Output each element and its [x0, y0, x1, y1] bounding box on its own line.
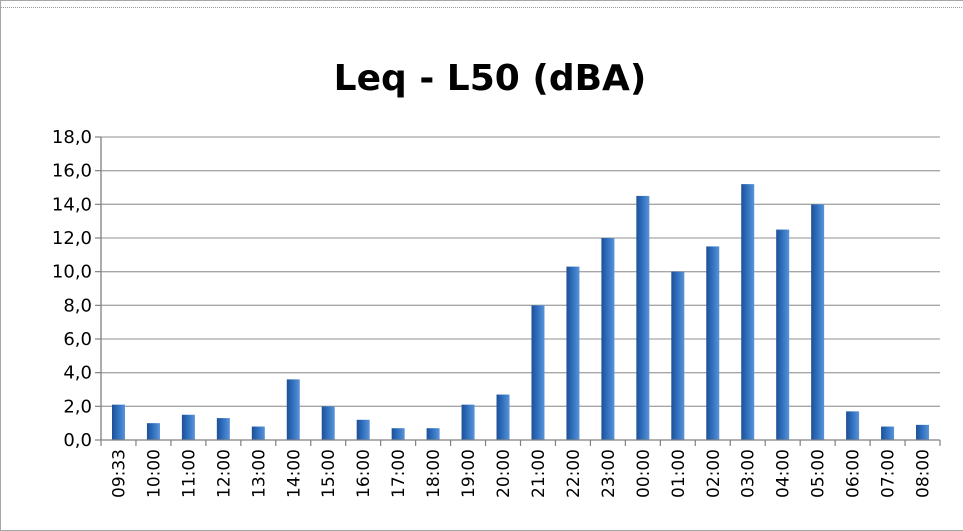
- bars: [111, 184, 930, 440]
- y-tick-label: 12,0: [52, 228, 92, 249]
- bar: [566, 266, 580, 440]
- bar: [461, 404, 475, 440]
- x-tick-label: 22:00: [564, 449, 584, 498]
- x-tick-label: 12:00: [214, 449, 234, 498]
- gridlines: [101, 136, 940, 407]
- x-tick-label: 20:00: [494, 449, 514, 498]
- y-tick-label: 14,0: [52, 194, 92, 215]
- x-tick-label: 02:00: [704, 449, 724, 498]
- x-tick-label: 13:00: [249, 449, 269, 498]
- bar: [356, 419, 370, 440]
- x-tick-label: 07:00: [879, 449, 899, 498]
- bar: [636, 195, 650, 440]
- bar: [601, 238, 615, 440]
- bar: [496, 394, 510, 440]
- bar: [531, 305, 545, 440]
- x-tick-label: 03:00: [739, 449, 759, 498]
- x-tick-label: 23:00: [599, 449, 619, 498]
- bar: [251, 426, 265, 440]
- y-tick-label: 4,0: [63, 363, 92, 384]
- x-tick-label: 09:33: [109, 449, 129, 498]
- x-axis-ticks: 09:33 10:00 11:00 12:00 13:00 14:00 15:00 16:00…: [100, 440, 941, 498]
- bar: [321, 406, 335, 440]
- bar: [181, 414, 195, 440]
- bar: [426, 428, 440, 440]
- x-tick-label: 06:00: [844, 449, 864, 498]
- bar: [706, 246, 720, 440]
- y-tick-label: 10,0: [52, 262, 92, 283]
- x-tick-label: 01:00: [669, 449, 689, 498]
- bar: [216, 418, 230, 440]
- y-tick-label: 2,0: [63, 396, 92, 417]
- bar: [741, 184, 755, 440]
- x-tick-label: 21:00: [529, 449, 549, 498]
- bar: [846, 411, 860, 440]
- chart-title: Leq - L50 (dBA): [334, 58, 647, 99]
- y-tick-label: 0,0: [63, 430, 92, 451]
- bar: [111, 404, 125, 440]
- x-tick-label: 00:00: [634, 449, 654, 498]
- x-tick-label: 15:00: [319, 449, 339, 498]
- bar: [776, 229, 790, 440]
- bar: [286, 379, 300, 440]
- bar: [811, 204, 825, 440]
- x-tick-label: 17:00: [389, 449, 409, 498]
- bar: [391, 428, 405, 440]
- y-axis-ticks: 0,0 2,0 4,0 6,0 8,0 10,0 12,0 14,0 16,0 18,0: [52, 127, 101, 451]
- y-tick-label: 8,0: [63, 295, 92, 316]
- x-tick-label: 14:00: [284, 449, 304, 498]
- x-tick-label: 16:00: [354, 449, 374, 498]
- x-tick-label: 18:00: [424, 449, 444, 498]
- bar: [881, 426, 895, 440]
- bar: [916, 424, 930, 440]
- x-tick-label: 10:00: [144, 449, 164, 498]
- x-tick-label: 19:00: [459, 449, 479, 498]
- y-tick-label: 16,0: [52, 161, 92, 182]
- bar: [671, 271, 685, 440]
- x-tick-label: 04:00: [774, 449, 794, 498]
- y-tick-label: 6,0: [63, 329, 92, 350]
- bar: [146, 423, 160, 440]
- x-tick-label: 08:00: [914, 449, 934, 498]
- x-tick-label: 11:00: [179, 449, 199, 498]
- x-tick-label: 05:00: [809, 449, 829, 498]
- y-tick-label: 18,0: [52, 127, 92, 148]
